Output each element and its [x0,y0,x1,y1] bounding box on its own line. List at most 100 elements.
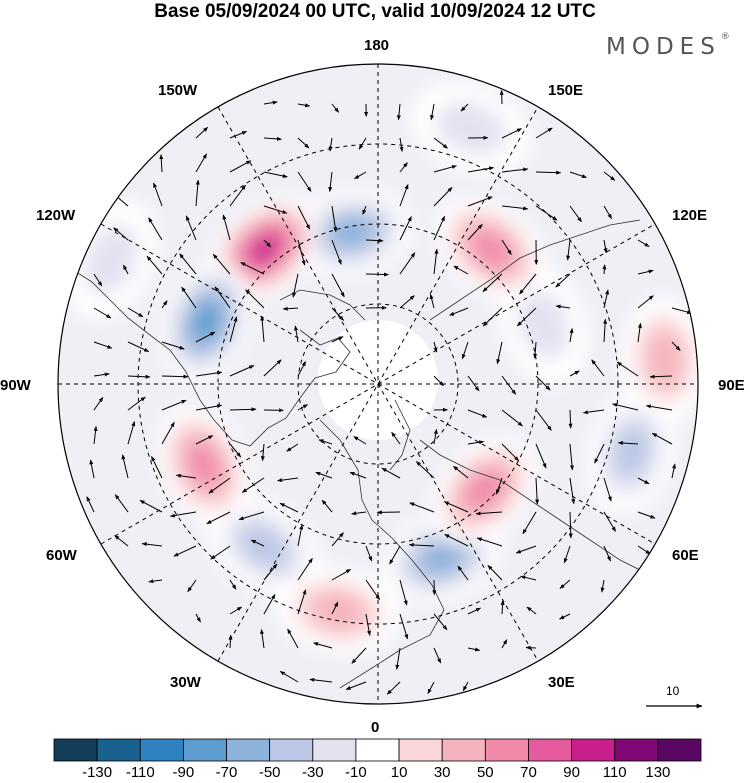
wind-arrow-213 [637,545,651,555]
wind-arrow-189 [351,511,367,516]
colorbar-swatch-12 [571,738,616,762]
wind-arrow-175 [495,477,503,495]
wind-arrow-26 [399,162,408,173]
anomaly-pos-3-level-3 [466,472,502,508]
wind-arrow-210 [515,545,537,554]
wind-arrow-34 [153,182,163,207]
wind-arrow-138 [467,409,488,418]
wind-arrow-82 [127,307,144,318]
map-title: Base 05/09/2024 00 UTC, valid 10/09/2024… [154,1,596,22]
wind-arrow-20 [195,153,208,173]
colorbar-swatch-13 [614,738,659,762]
wind-arrow-125 [535,375,551,391]
wind-arrow-223 [457,565,469,581]
wind-arrow-132 [161,399,187,411]
wind-arrow-88 [331,307,344,321]
wind-arrow-214 [148,579,163,584]
wind-arrow-221 [399,579,408,606]
wind-arrow-212 [603,545,611,562]
wind-arrow-202 [250,539,265,547]
wind-arrow-111 [569,328,574,343]
wind-arrow-218 [297,557,313,581]
wind-arrow-147 [161,421,175,445]
colorbar-tick-label: -130 [82,764,113,781]
wind-arrow-11 [297,137,310,149]
wind-arrow-94 [516,307,537,327]
wind-arrow-227 [600,579,605,593]
wind-arrow-119 [229,365,255,377]
wind-arrow-76 [482,273,503,292]
wind-arrow-123 [467,375,480,392]
wind-arrow-184 [169,511,197,518]
colorbar-swatch-14 [657,738,702,762]
wind-arrow-181 [86,496,95,513]
wind-arrow-44 [501,205,529,211]
wind-arrow-47 [603,205,613,220]
wind-arrow-100 [127,341,150,353]
wind-arrow-195 [568,511,573,539]
colorbar-tick-label: -90 [172,764,195,781]
wind-arrow-168 [241,477,265,493]
wind-arrow-24 [328,171,333,192]
map-disk [58,64,698,704]
wind-arrow-15 [433,137,448,149]
label-60w: 60W [46,547,77,564]
wind-arrow-251 [309,677,333,683]
wind-arrow-237 [500,599,505,615]
anomaly-field [64,83,698,654]
wind-arrow-180 [671,463,676,479]
wind-arrow-230 [263,593,276,615]
wind-arrow-150 [260,443,265,462]
colorbar-swatch-9 [441,738,486,762]
label-120e: 120E [672,207,708,224]
wind-arrow-144 [645,404,673,411]
wind-arrow-71 [331,273,345,298]
wind-arrow-191 [409,502,435,513]
wind-arrow-93 [482,307,503,327]
anomaly-neg-0-level-2 [240,525,289,568]
wind-arrow-14 [399,137,404,152]
wind-arrow-65 [122,264,129,275]
wind-arrow-197 [637,511,656,519]
wind-arrow-30 [535,170,562,175]
wind-arrow-5 [430,103,435,121]
wind-arrow-165 [151,456,163,479]
wind-arrow-176 [535,477,540,505]
wind-arrow-121 [297,361,307,377]
reference-vector-label: 10 [666,684,680,698]
wind-arrow-38 [297,205,311,230]
wind-arrow-23 [297,171,312,192]
colorbar-swatch-3 [182,738,227,762]
colorbar-tick-label: -110 [125,764,155,781]
wind-arrow-54 [331,239,342,265]
wind-arrow-1 [297,103,311,108]
wind-arrow-126 [569,370,580,377]
wind-arrow-226 [559,579,571,589]
wind-arrow-185 [206,511,231,525]
label-60e: 60E [672,547,699,564]
label-30e: 30E [548,674,575,691]
wind-arrow-87 [282,306,299,311]
wind-arrow-159 [569,443,574,471]
modes-logo: MODES® [606,32,730,60]
wind-arrow-161 [617,441,639,445]
wind-arrow-12 [328,137,333,152]
anomaly-pos-10-level-5 [252,237,278,262]
wind-arrow-146 [127,421,136,445]
wind-arrow-114 [671,341,681,351]
wind-arrow-98 [671,307,693,314]
wind-arrow-249 [525,645,537,650]
wind-arrow-0 [263,100,278,105]
wind-arrow-73 [399,252,416,275]
wind-arrow-109 [496,341,503,365]
wind-arrow-160 [594,443,605,464]
wind-arrow-8 [195,126,209,139]
anomaly-neg-4-level-2 [612,425,651,479]
anomaly-neg-13-level-1 [83,224,139,295]
wind-arrow-188 [321,499,333,513]
wind-arrow-236 [467,607,481,615]
wind-arrow-37 [263,205,288,214]
wind-arrow-6 [460,103,469,112]
wind-arrow-156 [467,440,485,445]
